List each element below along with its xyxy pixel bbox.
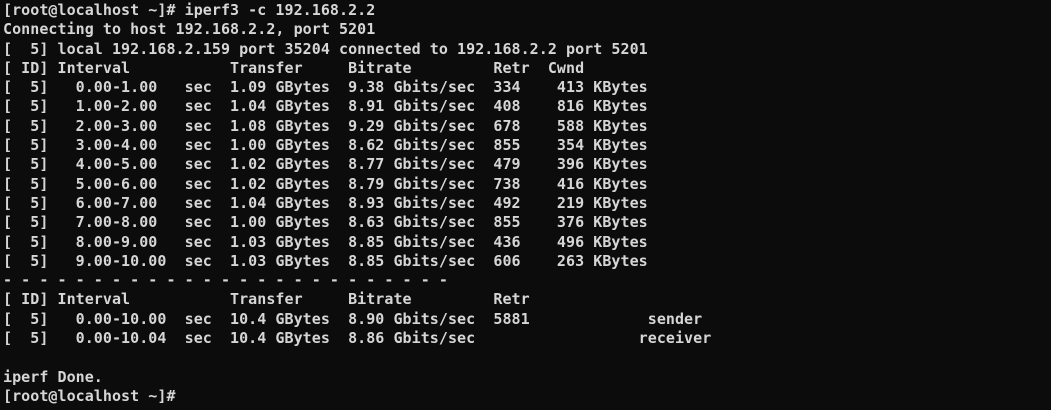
terminal-line-15: [ ID] Interval Transfer Bitrate Retr [3, 290, 530, 309]
terminal-line-17: [ 5] 0.00-10.04 sec 10.4 GBytes 8.86 Gbi… [3, 329, 712, 348]
terminal-line-13: [ 5] 9.00-10.00 sec 1.03 GBytes 8.85 Gbi… [3, 251, 648, 270]
terminal-line-3: [ ID] Interval Transfer Bitrate Retr Cwn… [3, 58, 585, 77]
terminal-line-10: [ 5] 6.00-7.00 sec 1.04 GBytes 8.93 Gbit… [3, 193, 648, 212]
terminal-line-9: [ 5] 5.00-6.00 sec 1.02 GBytes 8.79 Gbit… [3, 174, 648, 193]
terminal-line-0: [root@localhost ~]# iperf3 -c 192.168.2.… [3, 1, 376, 19]
terminal-line-16: [ 5] 0.00-10.00 sec 10.4 GBytes 8.90 Gbi… [3, 309, 703, 328]
terminal-line-1: Connecting to host 192.168.2.2, port 520… [3, 20, 376, 39]
terminal-line-4: [ 5] 0.00-1.00 sec 1.09 GBytes 9.38 Gbit… [3, 78, 648, 97]
terminal-line-12: [ 5] 8.00-9.00 sec 1.03 GBytes 8.85 Gbit… [3, 232, 648, 251]
terminal-line-11: [ 5] 7.00-8.00 sec 1.00 GBytes 8.63 Gbit… [3, 213, 648, 232]
terminal-line-8: [ 5] 4.00-5.00 sec 1.02 GBytes 8.77 Gbit… [3, 155, 648, 174]
terminal-line-2: [ 5] local 192.168.2.159 port 35204 conn… [3, 39, 648, 58]
terminal-line-14: - - - - - - - - - - - - - - - - - - - - … [3, 271, 448, 290]
terminal-line-7: [ 5] 3.00-4.00 sec 1.00 GBytes 8.62 Gbit… [3, 136, 648, 155]
terminal-line-6: [ 5] 2.00-3.00 sec 1.08 GBytes 9.29 Gbit… [3, 116, 648, 135]
terminal-output[interactable]: [root@localhost ~]# iperf3 -c 192.168.2.… [3, 1, 1051, 406]
terminal-line-20: [root@localhost ~]# [3, 386, 185, 405]
terminal-line-5: [ 5] 1.00-2.00 sec 1.04 GBytes 8.91 Gbit… [3, 97, 648, 116]
terminal-line-18 [3, 348, 1051, 367]
terminal-line-19: iperf Done. [3, 367, 103, 386]
